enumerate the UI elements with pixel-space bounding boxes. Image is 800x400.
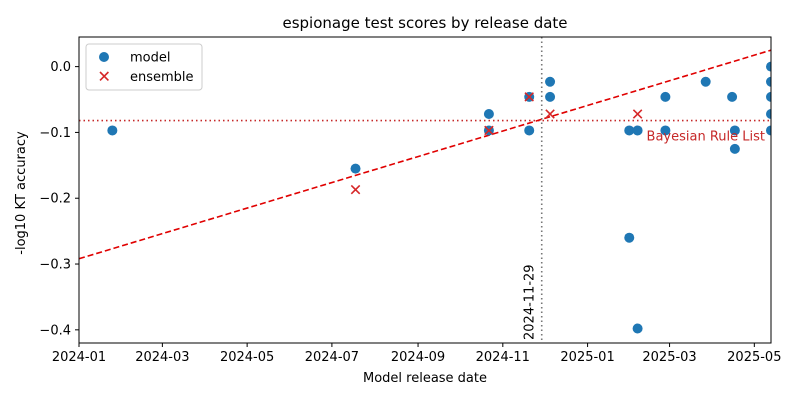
reference-line-label: Bayesian Rule List <box>647 130 765 145</box>
model-point <box>624 125 635 136</box>
model-point <box>483 108 494 119</box>
ensemble-point-stroke <box>524 92 534 102</box>
y-tick-label: −0.1 <box>39 126 71 141</box>
model-point <box>766 125 771 136</box>
x-tick-label: 2024-11 <box>476 350 530 365</box>
y-tick-label: −0.4 <box>39 323 71 338</box>
y-axis-label: -log10 KT accuracy <box>14 131 29 255</box>
x-tick-label: 2024-05 <box>220 350 274 365</box>
model-point <box>729 143 740 154</box>
model-point <box>545 91 556 102</box>
plot-frame <box>78 36 772 344</box>
model-point <box>766 76 771 87</box>
model-point <box>729 125 740 136</box>
chart-title: espionage test scores by release date <box>282 14 567 32</box>
ensemble-point <box>350 184 361 195</box>
x-axis-label: Model release date <box>363 371 487 386</box>
ensemble-point <box>545 109 555 119</box>
legend-model-marker <box>99 52 109 62</box>
y-tick-label: 0.0 <box>50 60 71 75</box>
model-point <box>660 125 671 136</box>
x-tick-label: 2025-03 <box>642 350 696 365</box>
ensemble-point-stroke <box>545 109 555 119</box>
model-point <box>766 108 771 119</box>
model-point <box>624 232 635 243</box>
legend-ensemble-marker <box>99 71 109 81</box>
ensemble-point-stroke <box>632 109 643 119</box>
legend-box <box>85 43 203 91</box>
model-point <box>766 61 771 72</box>
ensemble-point <box>524 92 534 102</box>
model-point <box>766 91 771 102</box>
trend-line <box>79 49 771 260</box>
legend-ensemble-stroke <box>99 71 109 81</box>
model-point <box>632 323 643 334</box>
model-point <box>700 76 711 87</box>
legend-ensemble-label: ensemble <box>130 70 194 85</box>
ensemble-point <box>632 109 643 119</box>
ensemble-point-stroke <box>350 184 361 195</box>
y-tick-label: −0.2 <box>39 192 71 207</box>
model-point <box>524 125 535 136</box>
x-tick-label: 2025-05 <box>727 350 781 365</box>
model-point <box>350 163 361 174</box>
reference-date-label: 2024-11-29 <box>523 264 538 340</box>
model-point <box>660 91 671 102</box>
model-point <box>545 76 556 87</box>
model-point <box>632 125 643 136</box>
ensemble-point <box>484 125 494 136</box>
x-tick-label: 2024-01 <box>52 350 106 365</box>
model-point <box>727 91 738 102</box>
legend-model-label: model <box>130 51 170 66</box>
model-point <box>107 125 118 136</box>
x-tick-label: 2024-03 <box>135 350 189 365</box>
x-tick-label: 2025-01 <box>560 350 614 365</box>
y-tick-label: −0.3 <box>39 258 71 273</box>
x-tick-label: 2024-09 <box>391 350 445 365</box>
x-tick-label: 2024-07 <box>305 350 359 365</box>
legend: model ensemble <box>85 43 203 91</box>
ensemble-point-stroke <box>484 125 494 136</box>
